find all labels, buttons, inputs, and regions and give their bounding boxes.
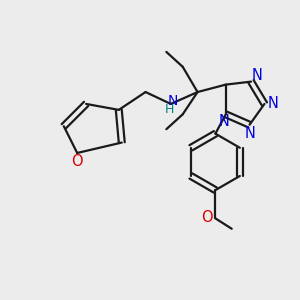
Text: N: N	[267, 96, 278, 111]
Text: N: N	[219, 114, 230, 129]
Text: O: O	[71, 154, 83, 169]
Text: O: O	[201, 210, 213, 225]
Text: N: N	[168, 94, 178, 108]
Text: H: H	[165, 103, 174, 116]
Text: N: N	[252, 68, 262, 82]
Text: N: N	[244, 126, 255, 141]
